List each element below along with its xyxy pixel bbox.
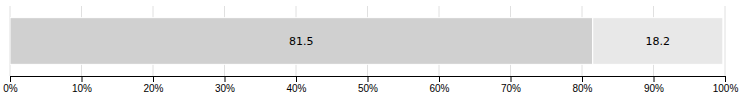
tick-label: 20% <box>143 83 163 94</box>
data-label: 81.5 <box>289 35 314 48</box>
plot: 81.5 18.2 0% 10% 20% 30% 40% 50% 60% 70% 80% 90% 100… <box>3 6 738 94</box>
bar <box>10 18 593 65</box>
tick-mark <box>725 76 726 82</box>
axis-line <box>11 77 726 83</box>
tick: 10% <box>72 76 92 94</box>
bar <box>593 18 723 65</box>
tick: 40% <box>286 76 306 94</box>
tick-label: 10% <box>72 83 92 94</box>
tick-label: 90% <box>644 83 664 94</box>
data-labels: 81.5 18.2 <box>289 35 670 48</box>
grid <box>10 6 725 76</box>
tick-mark <box>82 76 83 82</box>
tick-label: 80% <box>572 83 592 94</box>
tick-mark <box>153 76 154 82</box>
tick-mark <box>225 76 226 82</box>
tick: 30% <box>215 76 235 94</box>
tick-mark <box>511 76 512 82</box>
tick-label: 0% <box>3 83 18 94</box>
tick: 70% <box>501 76 521 94</box>
tick-mark <box>296 76 297 82</box>
tick: 20% <box>143 76 163 94</box>
x-axis: 0% 10% 20% 30% 40% 50% 60% 70% 80% 90% 100% <box>3 76 738 94</box>
tick-label: 100% <box>713 83 739 94</box>
tick-label: 50% <box>358 83 378 94</box>
tick: 50% <box>358 76 378 94</box>
tick-mark <box>654 76 655 82</box>
tick-label: 30% <box>215 83 235 94</box>
data-label: 18.2 <box>646 35 671 48</box>
tick-label: 40% <box>286 83 306 94</box>
tick-label: 70% <box>501 83 521 94</box>
chart: 81.5 18.2 0% 10% 20% 30% 40% 50% 60% 70% 80% 90% 100… <box>0 0 743 96</box>
tick: 60% <box>429 76 449 94</box>
tick: 80% <box>572 76 592 94</box>
tick-mark <box>582 76 583 82</box>
tick: 0% <box>3 76 18 94</box>
bars <box>10 18 723 65</box>
tick-mark <box>368 76 369 82</box>
tick: 100% <box>713 76 739 94</box>
tick: 90% <box>644 76 664 94</box>
tick-mark <box>10 76 11 82</box>
tick-label: 60% <box>429 83 449 94</box>
grid-line <box>725 6 726 76</box>
tick-mark <box>439 76 440 82</box>
